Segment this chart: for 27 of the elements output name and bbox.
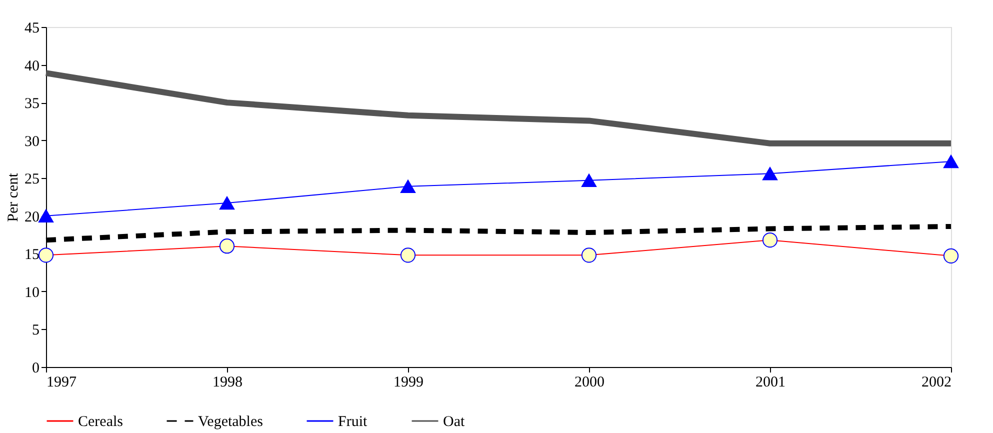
y-tick-label: 40 xyxy=(24,58,40,74)
y-tick-label: 5 xyxy=(32,322,40,339)
point xyxy=(943,154,959,168)
x-tick-label: 1999 xyxy=(394,374,424,390)
legend-label: Fruit xyxy=(338,414,368,430)
legend-label: Vegetables xyxy=(198,414,264,430)
y-tick-label: 25 xyxy=(24,172,40,188)
point xyxy=(581,174,597,187)
x-tick-label: 2002 xyxy=(922,374,952,390)
y-tick-label: 30 xyxy=(24,134,40,150)
legend-label: Cereals xyxy=(78,414,124,430)
y-tick-label: 35 xyxy=(24,96,40,112)
y-tick-label: 20 xyxy=(24,209,40,226)
y-tick-label: 45 xyxy=(24,20,40,36)
legend-label: Oat xyxy=(443,414,466,430)
y-axis-title: Per cent xyxy=(6,172,22,222)
point xyxy=(762,166,778,180)
y-tick-label: 0 xyxy=(32,360,40,376)
x-tick-label: 1998 xyxy=(212,374,242,390)
y-tick-label: 15 xyxy=(24,247,40,264)
point xyxy=(400,180,416,194)
x-tick-label: 2000 xyxy=(574,374,604,390)
x-tick-label: 2001 xyxy=(756,374,786,390)
y-tick-label: 10 xyxy=(24,284,40,301)
point xyxy=(38,209,54,223)
point xyxy=(219,196,235,210)
x-tick-label: 1997 xyxy=(46,374,77,390)
